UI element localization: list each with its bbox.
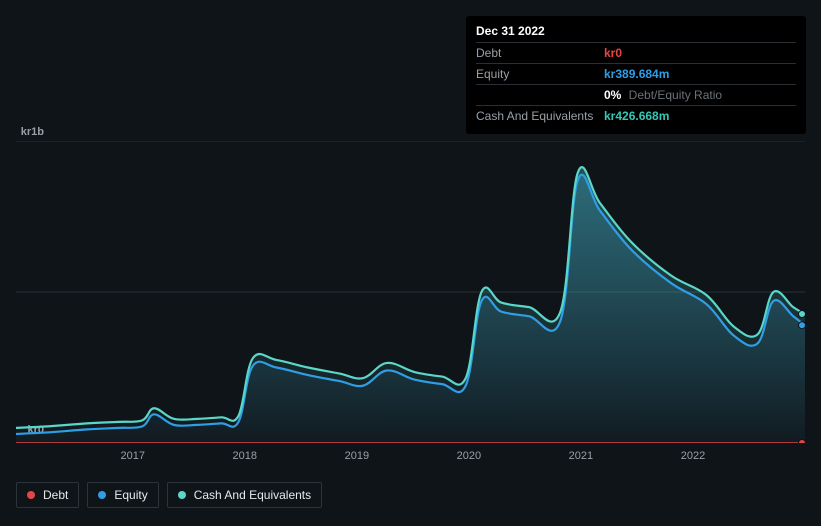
legend-swatch-icon xyxy=(27,491,35,499)
area-chart[interactable] xyxy=(16,141,805,443)
tooltip-row-value: kr426.668m xyxy=(604,109,669,123)
chart-tooltip: Dec 31 2022 Debtkr0Equitykr389.684m0% De… xyxy=(466,16,806,134)
x-axis-labels: 2017 2018 2019 2020 2021 2022 xyxy=(16,450,805,468)
chart-container: Dec 31 2022 Debtkr0Equitykr389.684m0% De… xyxy=(0,0,821,526)
x-axis-tick-label: 2019 xyxy=(345,450,369,462)
legend-item[interactable]: Debt xyxy=(16,482,79,508)
legend-label: Equity xyxy=(114,488,147,502)
x-axis-tick-label: 2022 xyxy=(681,450,705,462)
tooltip-row: Cash And Equivalentskr426.668m xyxy=(476,105,796,126)
legend-item[interactable]: Cash And Equivalents xyxy=(167,482,322,508)
legend-swatch-icon xyxy=(178,491,186,499)
tooltip-row-label: Cash And Equivalents xyxy=(476,109,604,123)
y-axis-top-label: kr1b xyxy=(0,126,44,138)
tooltip-row: 0% Debt/Equity Ratio xyxy=(476,84,796,105)
tooltip-row-value: 0% Debt/Equity Ratio xyxy=(604,88,722,102)
tooltip-row: Equitykr389.684m xyxy=(476,63,796,84)
x-axis-tick-label: 2018 xyxy=(233,450,257,462)
tooltip-row-value: kr0 xyxy=(604,46,622,60)
tooltip-row-label xyxy=(476,88,604,102)
tooltip-row: Debtkr0 xyxy=(476,42,796,63)
legend-label: Cash And Equivalents xyxy=(194,488,311,502)
x-axis-tick-label: 2017 xyxy=(121,450,145,462)
legend-item[interactable]: Equity xyxy=(87,482,158,508)
tooltip-row-sublabel: Debt/Equity Ratio xyxy=(625,88,722,102)
x-axis-tick-label: 2020 xyxy=(457,450,481,462)
chart-legend: Debt Equity Cash And Equivalents xyxy=(16,482,322,508)
tooltip-row-value: kr389.684m xyxy=(604,67,669,81)
tooltip-row-label: Equity xyxy=(476,67,604,81)
tooltip-row-label: Debt xyxy=(476,46,604,60)
tooltip-date: Dec 31 2022 xyxy=(476,24,796,42)
legend-swatch-icon xyxy=(98,491,106,499)
x-axis-tick-label: 2021 xyxy=(569,450,593,462)
legend-label: Debt xyxy=(43,488,68,502)
